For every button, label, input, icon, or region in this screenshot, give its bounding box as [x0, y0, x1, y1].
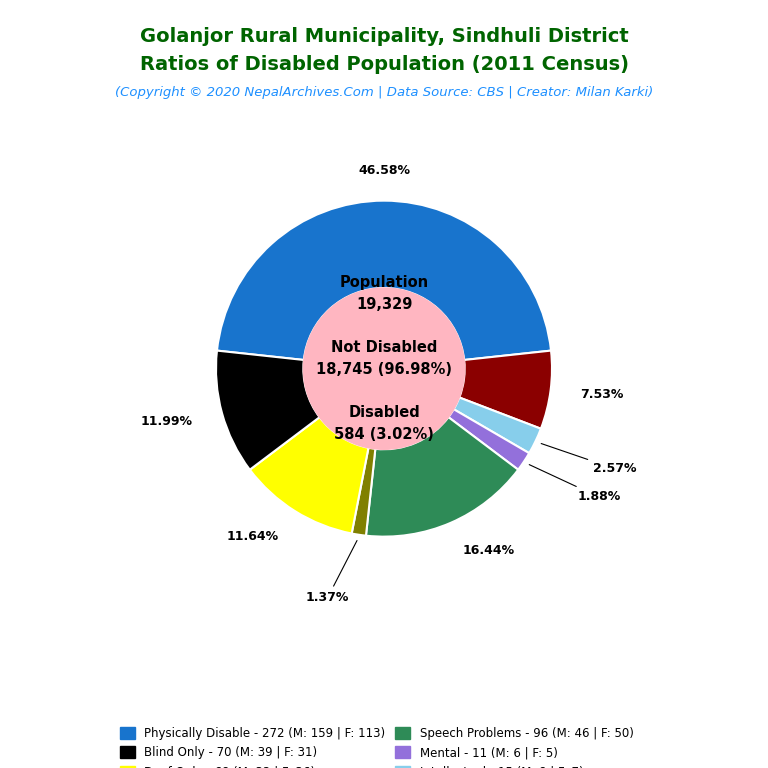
Text: Ratios of Disabled Population (2011 Census): Ratios of Disabled Population (2011 Cens…	[140, 55, 628, 74]
Circle shape	[303, 288, 465, 449]
Wedge shape	[454, 398, 541, 453]
Text: 1.37%: 1.37%	[306, 541, 357, 604]
Text: Population
19,329

Not Disabled
18,745 (96.98%)

Disabled
584 (3.02%): Population 19,329 Not Disabled 18,745 (9…	[316, 276, 452, 442]
Wedge shape	[352, 448, 376, 535]
Text: Golanjor Rural Municipality, Sindhuli District: Golanjor Rural Municipality, Sindhuli Di…	[140, 27, 628, 46]
Wedge shape	[449, 409, 529, 470]
Legend: Physically Disable - 272 (M: 159 | F: 113), Blind Only - 70 (M: 39 | F: 31), Dea: Physically Disable - 272 (M: 159 | F: 11…	[120, 727, 648, 768]
Text: 11.99%: 11.99%	[141, 415, 193, 428]
Text: 11.64%: 11.64%	[227, 530, 279, 543]
Wedge shape	[366, 417, 518, 537]
Text: (Copyright © 2020 NepalArchives.Com | Data Source: CBS | Creator: Milan Karki): (Copyright © 2020 NepalArchives.Com | Da…	[115, 86, 653, 99]
Text: 7.53%: 7.53%	[581, 388, 624, 401]
Wedge shape	[250, 417, 369, 534]
Wedge shape	[217, 200, 551, 360]
Text: 2.57%: 2.57%	[541, 444, 637, 475]
Wedge shape	[459, 351, 552, 429]
Text: 16.44%: 16.44%	[463, 544, 515, 557]
Text: 46.58%: 46.58%	[358, 164, 410, 177]
Wedge shape	[216, 351, 319, 470]
Text: 1.88%: 1.88%	[529, 465, 621, 504]
